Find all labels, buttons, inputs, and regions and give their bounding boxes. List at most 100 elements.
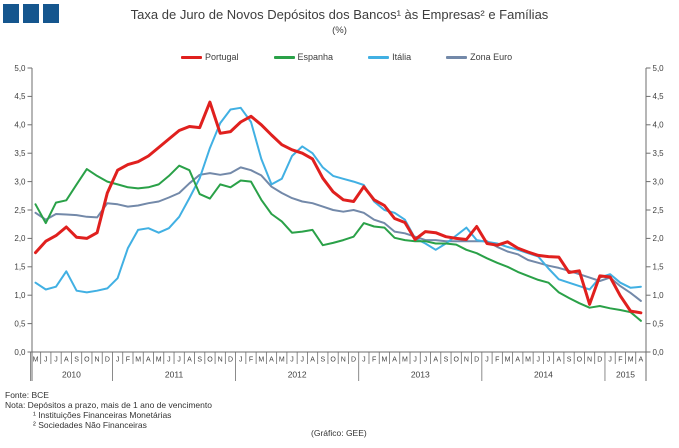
month-label: J	[413, 357, 417, 364]
month-label: S	[74, 357, 79, 364]
month-label: J	[537, 357, 541, 364]
y-axis-label-left: 0,5	[14, 319, 26, 328]
legend-line-swatch	[368, 55, 390, 59]
month-label: A	[515, 357, 520, 364]
chart-credit: (Gráfico: GEE)	[311, 428, 367, 438]
month-label: J	[44, 357, 48, 364]
month-label: J	[116, 357, 120, 364]
series-line-zona-euro	[34, 166, 642, 302]
month-label: O	[330, 357, 336, 364]
month-label: M	[33, 357, 39, 364]
month-label: M	[381, 357, 387, 364]
month-label: M	[402, 357, 408, 364]
y-axis-label-left: 4,0	[14, 121, 26, 130]
month-label: F	[495, 357, 499, 364]
legend-item-portugal: Portugal	[181, 52, 239, 62]
month-label: M	[279, 357, 285, 364]
legend-label: Portugal	[205, 52, 239, 62]
source-note: Fonte: BCE	[5, 390, 49, 400]
y-axis-label-right: 1,5	[653, 263, 665, 272]
y-axis-label-right: 5,0	[653, 64, 665, 73]
y-axis-label-right: 0,5	[653, 319, 665, 328]
month-label: N	[587, 357, 592, 364]
y-axis-label-left: 3,0	[14, 177, 26, 186]
month-label: A	[556, 357, 561, 364]
month-label: O	[453, 357, 459, 364]
legend-line-swatch	[446, 55, 468, 59]
month-label: J	[177, 357, 181, 364]
legend-item-zona-euro: Zona Euro	[446, 52, 512, 62]
month-label: A	[64, 357, 69, 364]
month-label: M	[156, 357, 162, 364]
year-label: 2015	[616, 370, 635, 380]
month-label: D	[228, 357, 233, 364]
month-label: S	[320, 357, 325, 364]
year-label: 2014	[534, 370, 553, 380]
month-label: D	[105, 357, 110, 364]
legend-label: Itália	[392, 52, 412, 62]
y-axis-label-left: 0,0	[14, 348, 26, 357]
month-label: J	[485, 357, 489, 364]
month-label: J	[167, 357, 171, 364]
month-label: N	[95, 357, 100, 364]
y-axis-label-left: 5,0	[14, 64, 26, 73]
month-label: A	[392, 357, 397, 364]
month-label: F	[372, 357, 376, 364]
series-line-portugal	[34, 100, 643, 315]
month-label: A	[187, 357, 192, 364]
gee-logo	[3, 4, 59, 23]
month-label: J	[608, 357, 612, 364]
month-label: F	[126, 357, 130, 364]
logo-square-icon	[23, 4, 39, 23]
month-label: M	[258, 357, 264, 364]
month-label: J	[239, 357, 243, 364]
logo-square-icon	[43, 4, 59, 23]
y-axis-label-right: 2,0	[653, 234, 665, 243]
month-label: O	[84, 357, 90, 364]
month-label: N	[341, 357, 346, 364]
y-axis-label-right: 4,0	[653, 121, 665, 130]
month-label: F	[618, 357, 622, 364]
month-label: D	[351, 357, 356, 364]
chart-unit-subtitle: (%)	[332, 25, 347, 36]
month-label: M	[525, 357, 531, 364]
year-label: 2011	[165, 370, 184, 380]
y-axis-label-right: 0,0	[653, 348, 665, 357]
y-axis-label-left: 1,0	[14, 291, 26, 300]
month-label: A	[639, 357, 644, 364]
month-label: J	[362, 357, 366, 364]
legend-item-espanha: Espanha	[273, 52, 334, 62]
month-label: D	[597, 357, 602, 364]
month-label: J	[424, 357, 428, 364]
legend-label: Espanha	[297, 52, 334, 62]
legend-line-swatch	[273, 55, 295, 59]
page-title: Taxa de Juro de Novos Depósitos dos Banc…	[130, 7, 549, 22]
month-label: N	[464, 357, 469, 364]
y-axis-label-left: 3,5	[14, 149, 26, 158]
year-label: 2012	[288, 370, 307, 380]
month-label: A	[433, 357, 438, 364]
month-label: J	[54, 357, 58, 364]
footnote-2: ² Sociedades Não Financeiras	[33, 420, 147, 430]
month-label: S	[444, 357, 449, 364]
series-line-espanha	[34, 164, 642, 322]
y-axis-label-right: 3,0	[653, 177, 665, 186]
y-axis-label-left: 2,0	[14, 234, 26, 243]
month-label: S	[197, 357, 202, 364]
month-label: J	[301, 357, 305, 364]
month-label: J	[547, 357, 551, 364]
logo-square-icon	[3, 4, 19, 23]
legend-line-swatch	[181, 55, 202, 59]
y-axis-label-right: 4,5	[653, 92, 665, 101]
y-axis-label-right: 1,0	[653, 291, 665, 300]
month-label: D	[474, 357, 479, 364]
legend-item-itália: Itália	[368, 52, 411, 62]
y-axis-label-right: 3,5	[653, 149, 665, 158]
month-label: J	[290, 357, 294, 364]
month-label: A	[146, 357, 151, 364]
note-line: Nota: Depósitos a prazo, mais de 1 ano d…	[5, 400, 212, 410]
y-axis-label-right: 2,5	[653, 206, 665, 215]
y-axis-label-left: 1,5	[14, 263, 26, 272]
